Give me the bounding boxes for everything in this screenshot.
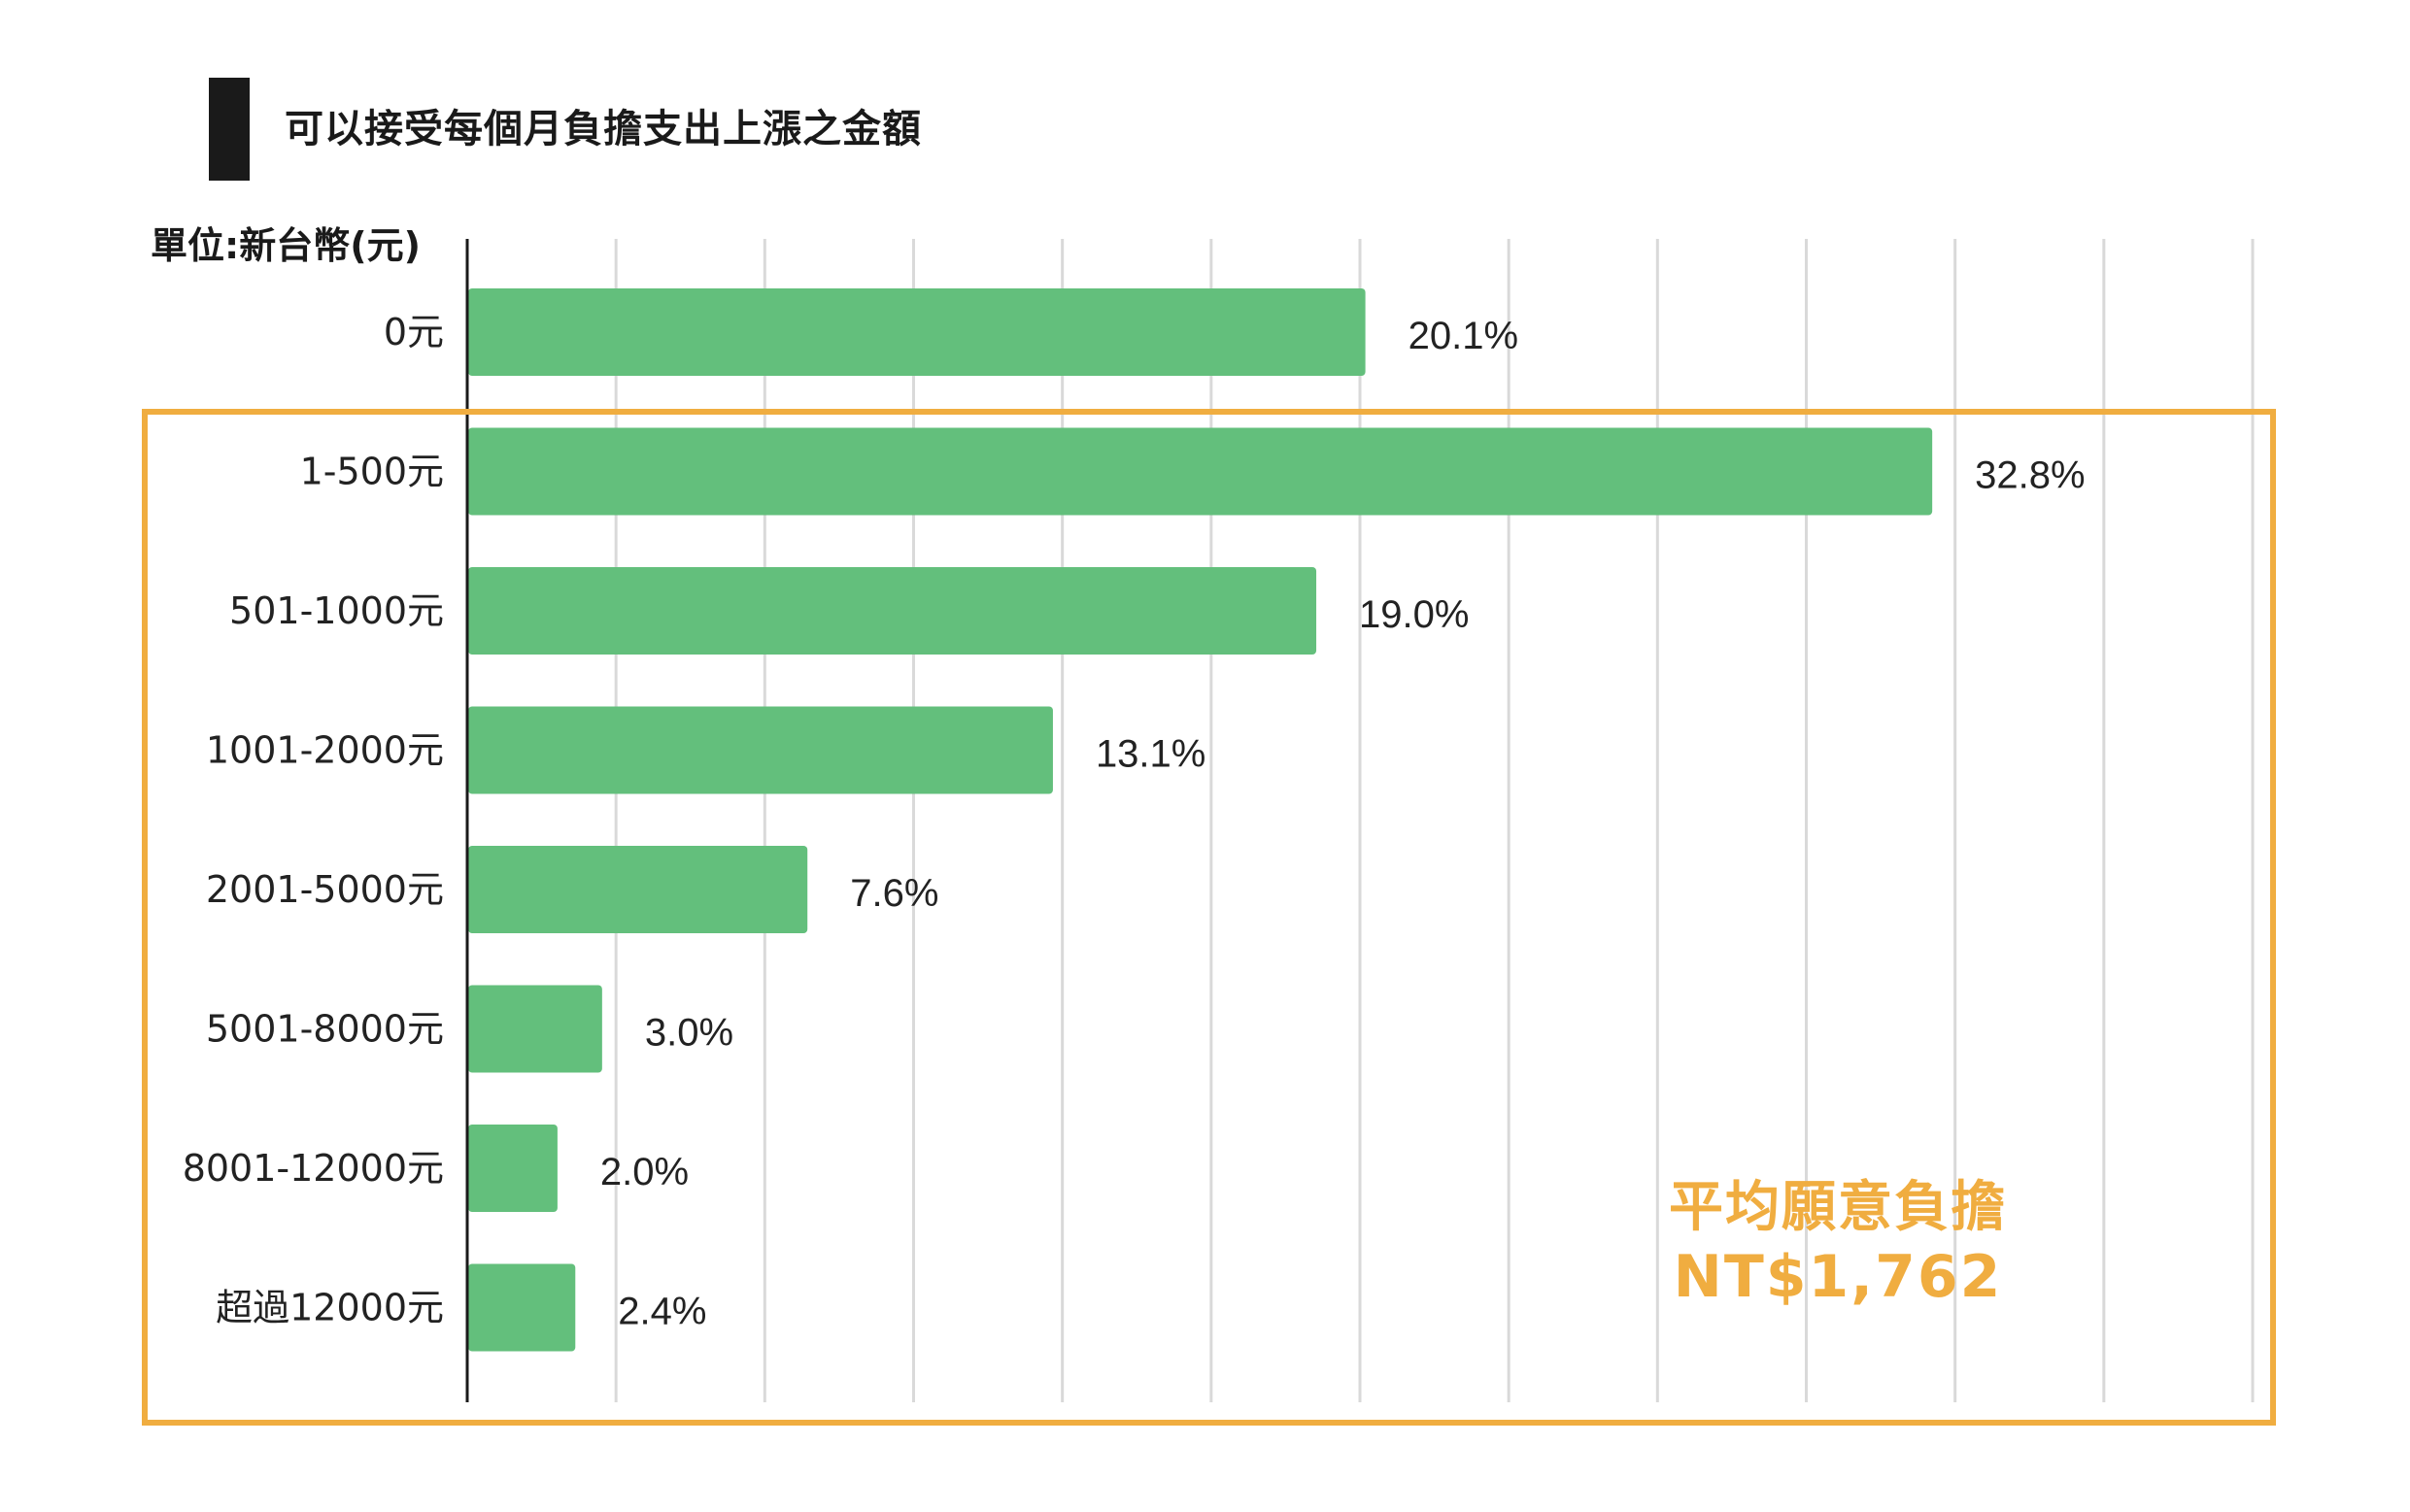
category-labels: 0元 1-500元 501-1000元 1001-2000元 2001-5000元 500… [183,311,444,1329]
value-label: 2.4% [618,1291,706,1333]
annotation-average-label: 平均願意負擔 [1669,1176,2007,1239]
chart-title: 可以接受每個月負擔支出上漲之金額 [285,107,922,151]
value-label: 7.6% [850,872,938,915]
bars [468,288,1933,1352]
bar [468,706,1053,794]
category-label: 501-1000元 [229,589,444,632]
unit-label: 單位:新台幣(元) [151,224,421,267]
value-label: 19.0% [1359,593,1469,636]
value-label: 3.0% [645,1012,733,1055]
category-label: 0元 [384,311,444,353]
bar [468,288,1366,376]
bar [468,1125,558,1212]
value-labels: 20.1% 32.8% 19.0% 13.1% 7.6% 3.0% 2.0% 2.4% [600,315,2086,1333]
value-label: 13.1% [1096,733,1205,776]
bar [468,567,1317,655]
value-label: 32.8% [1975,454,2085,497]
value-label: 20.1% [1409,315,1518,357]
category-label: 2001-5000元 [206,868,444,911]
title-marker [209,78,250,181]
category-label: 超過12000元 [216,1287,444,1329]
value-label: 2.0% [600,1151,689,1193]
bar [468,427,1933,516]
category-label: 8001-12000元 [183,1147,444,1190]
category-label: 5001-8000元 [206,1008,444,1051]
category-label: 1-500元 [300,451,444,493]
bar [468,846,808,933]
annotation-average-value: NT$1,762 [1673,1243,2003,1311]
highlight-box [142,409,2276,1426]
bar [468,985,602,1073]
category-label: 1001-2000元 [206,729,444,772]
bar [468,1263,576,1352]
